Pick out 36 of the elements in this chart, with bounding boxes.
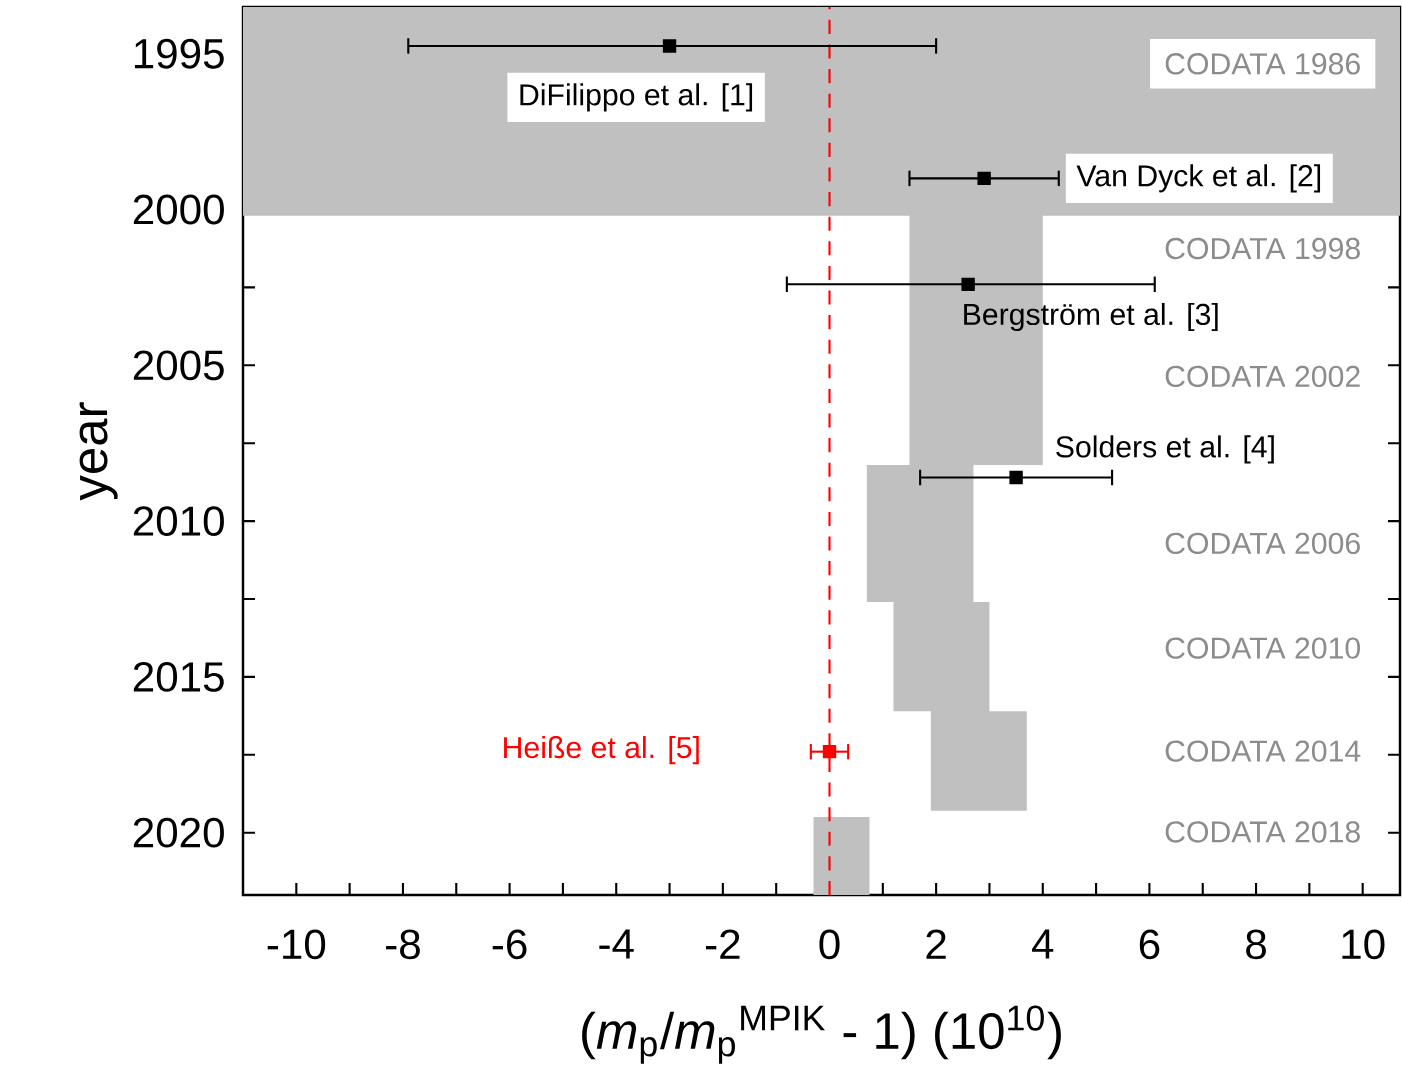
- x-tick-label: 8: [1246, 929, 1266, 960]
- annotation: CODATA 2018: [1165, 821, 1360, 843]
- point: [961, 277, 975, 291]
- x-tick-label: -8: [386, 929, 420, 960]
- y-tick-label: 2000: [133, 194, 224, 225]
- annotation: CODATA 2010: [1165, 637, 1361, 659]
- annotation: CODATA 1998: [1165, 237, 1360, 260]
- x-tick-label: -6: [492, 929, 527, 960]
- annotation: CODATA 2014: [1165, 740, 1361, 762]
- annotation: CODATA 1986: [1165, 53, 1360, 75]
- series-label: Bergström et al. [3]: [964, 302, 1218, 332]
- text: Van Dyck et al. [2]: [1076, 164, 1321, 193]
- x-tick-label: 6: [1139, 929, 1160, 960]
- point: [822, 744, 837, 759]
- point: [1009, 470, 1023, 485]
- x-tick-label: 2: [926, 929, 946, 959]
- x-tick-label: -10: [267, 929, 326, 960]
- y-tick-label: 2020: [133, 817, 224, 848]
- y-tick-label: 2010: [133, 506, 224, 537]
- series-label: Solders et al. [4]: [1056, 435, 1274, 464]
- x-tick-label: 0: [819, 929, 840, 960]
- text: Heiße et al. [5]: [504, 736, 699, 765]
- y-tick-label: 2015: [133, 661, 224, 692]
- x-tick-label: -4: [599, 929, 634, 959]
- y-tick-label: 2005: [133, 350, 224, 381]
- x-tick-label: 4: [1032, 929, 1054, 959]
- y-tick-label: 1995: [134, 38, 224, 69]
- y-axis-title: year: [79, 402, 118, 501]
- x-tick-label: -2: [705, 929, 740, 959]
- point: [662, 39, 677, 53]
- annotation: CODATA 2002: [1165, 365, 1360, 388]
- annotation: CODATA 2006: [1165, 532, 1360, 555]
- series-label: DiFilippo et al. [1]: [520, 83, 753, 112]
- x-tick-label: 10: [1342, 929, 1385, 960]
- point: [977, 171, 991, 186]
- text: (m$_{p}$/m$_{p}$$^{MPIK}$ - 1) (10$^{10}$): [582, 1005, 1061, 1064]
